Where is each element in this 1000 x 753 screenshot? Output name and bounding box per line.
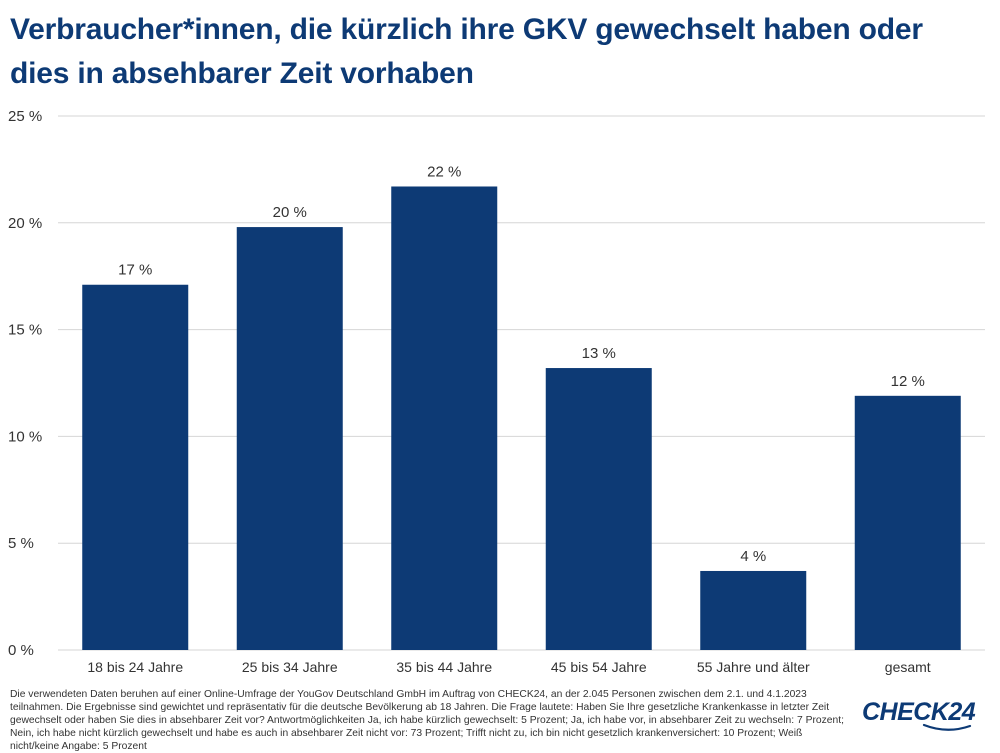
y-tick-label: 10 % xyxy=(8,428,42,445)
y-tick-label: 0 % xyxy=(8,642,34,659)
bar xyxy=(391,186,498,650)
y-tick-label: 25 % xyxy=(8,108,42,125)
y-tick-label: 20 % xyxy=(8,215,42,232)
logo-text: CHECK24 xyxy=(862,698,976,726)
x-axis-ticks: 18 bis 24 Jahre 25 bis 34 Jahre 35 bis 44 … xyxy=(87,659,930,675)
x-tick-label: 45 bis 54 Jahre xyxy=(551,659,647,675)
bar xyxy=(236,227,343,650)
x-tick-label: 25 bis 34 Jahre xyxy=(242,659,338,675)
bar xyxy=(854,395,961,650)
x-tick-label: gesamt xyxy=(885,659,931,675)
y-tick-label: 15 % xyxy=(8,322,42,339)
data-label: 13 % xyxy=(582,345,616,362)
data-label: 12 % xyxy=(891,373,925,390)
check24-logo: CHECK24 xyxy=(862,697,980,733)
bars xyxy=(82,186,961,650)
data-labels: 17 % 20 % 22 % 13 % 4 % 12 % xyxy=(118,163,925,564)
bar xyxy=(82,284,189,650)
data-label: 17 % xyxy=(118,262,152,279)
gridlines xyxy=(58,115,985,651)
data-label: 20 % xyxy=(273,204,307,221)
data-label: 22 % xyxy=(427,163,461,180)
footnote: Die verwendeten Daten beruhen auf einer … xyxy=(10,689,844,752)
x-tick-label: 18 bis 24 Jahre xyxy=(87,659,183,675)
y-axis-ticks: 0 % 5 % 10 % 15 % 20 % 25 % xyxy=(8,108,42,659)
chart-title: Verbraucher*innen, die kürzlich ihre GKV… xyxy=(10,13,923,90)
logo-swoosh-icon xyxy=(922,723,972,731)
bar xyxy=(545,368,652,650)
x-tick-label: 35 bis 44 Jahre xyxy=(396,659,492,675)
bar xyxy=(700,570,807,650)
x-tick-label: 55 Jahre und älter xyxy=(697,659,810,675)
data-label: 4 % xyxy=(740,548,766,565)
y-tick-label: 5 % xyxy=(8,535,34,552)
